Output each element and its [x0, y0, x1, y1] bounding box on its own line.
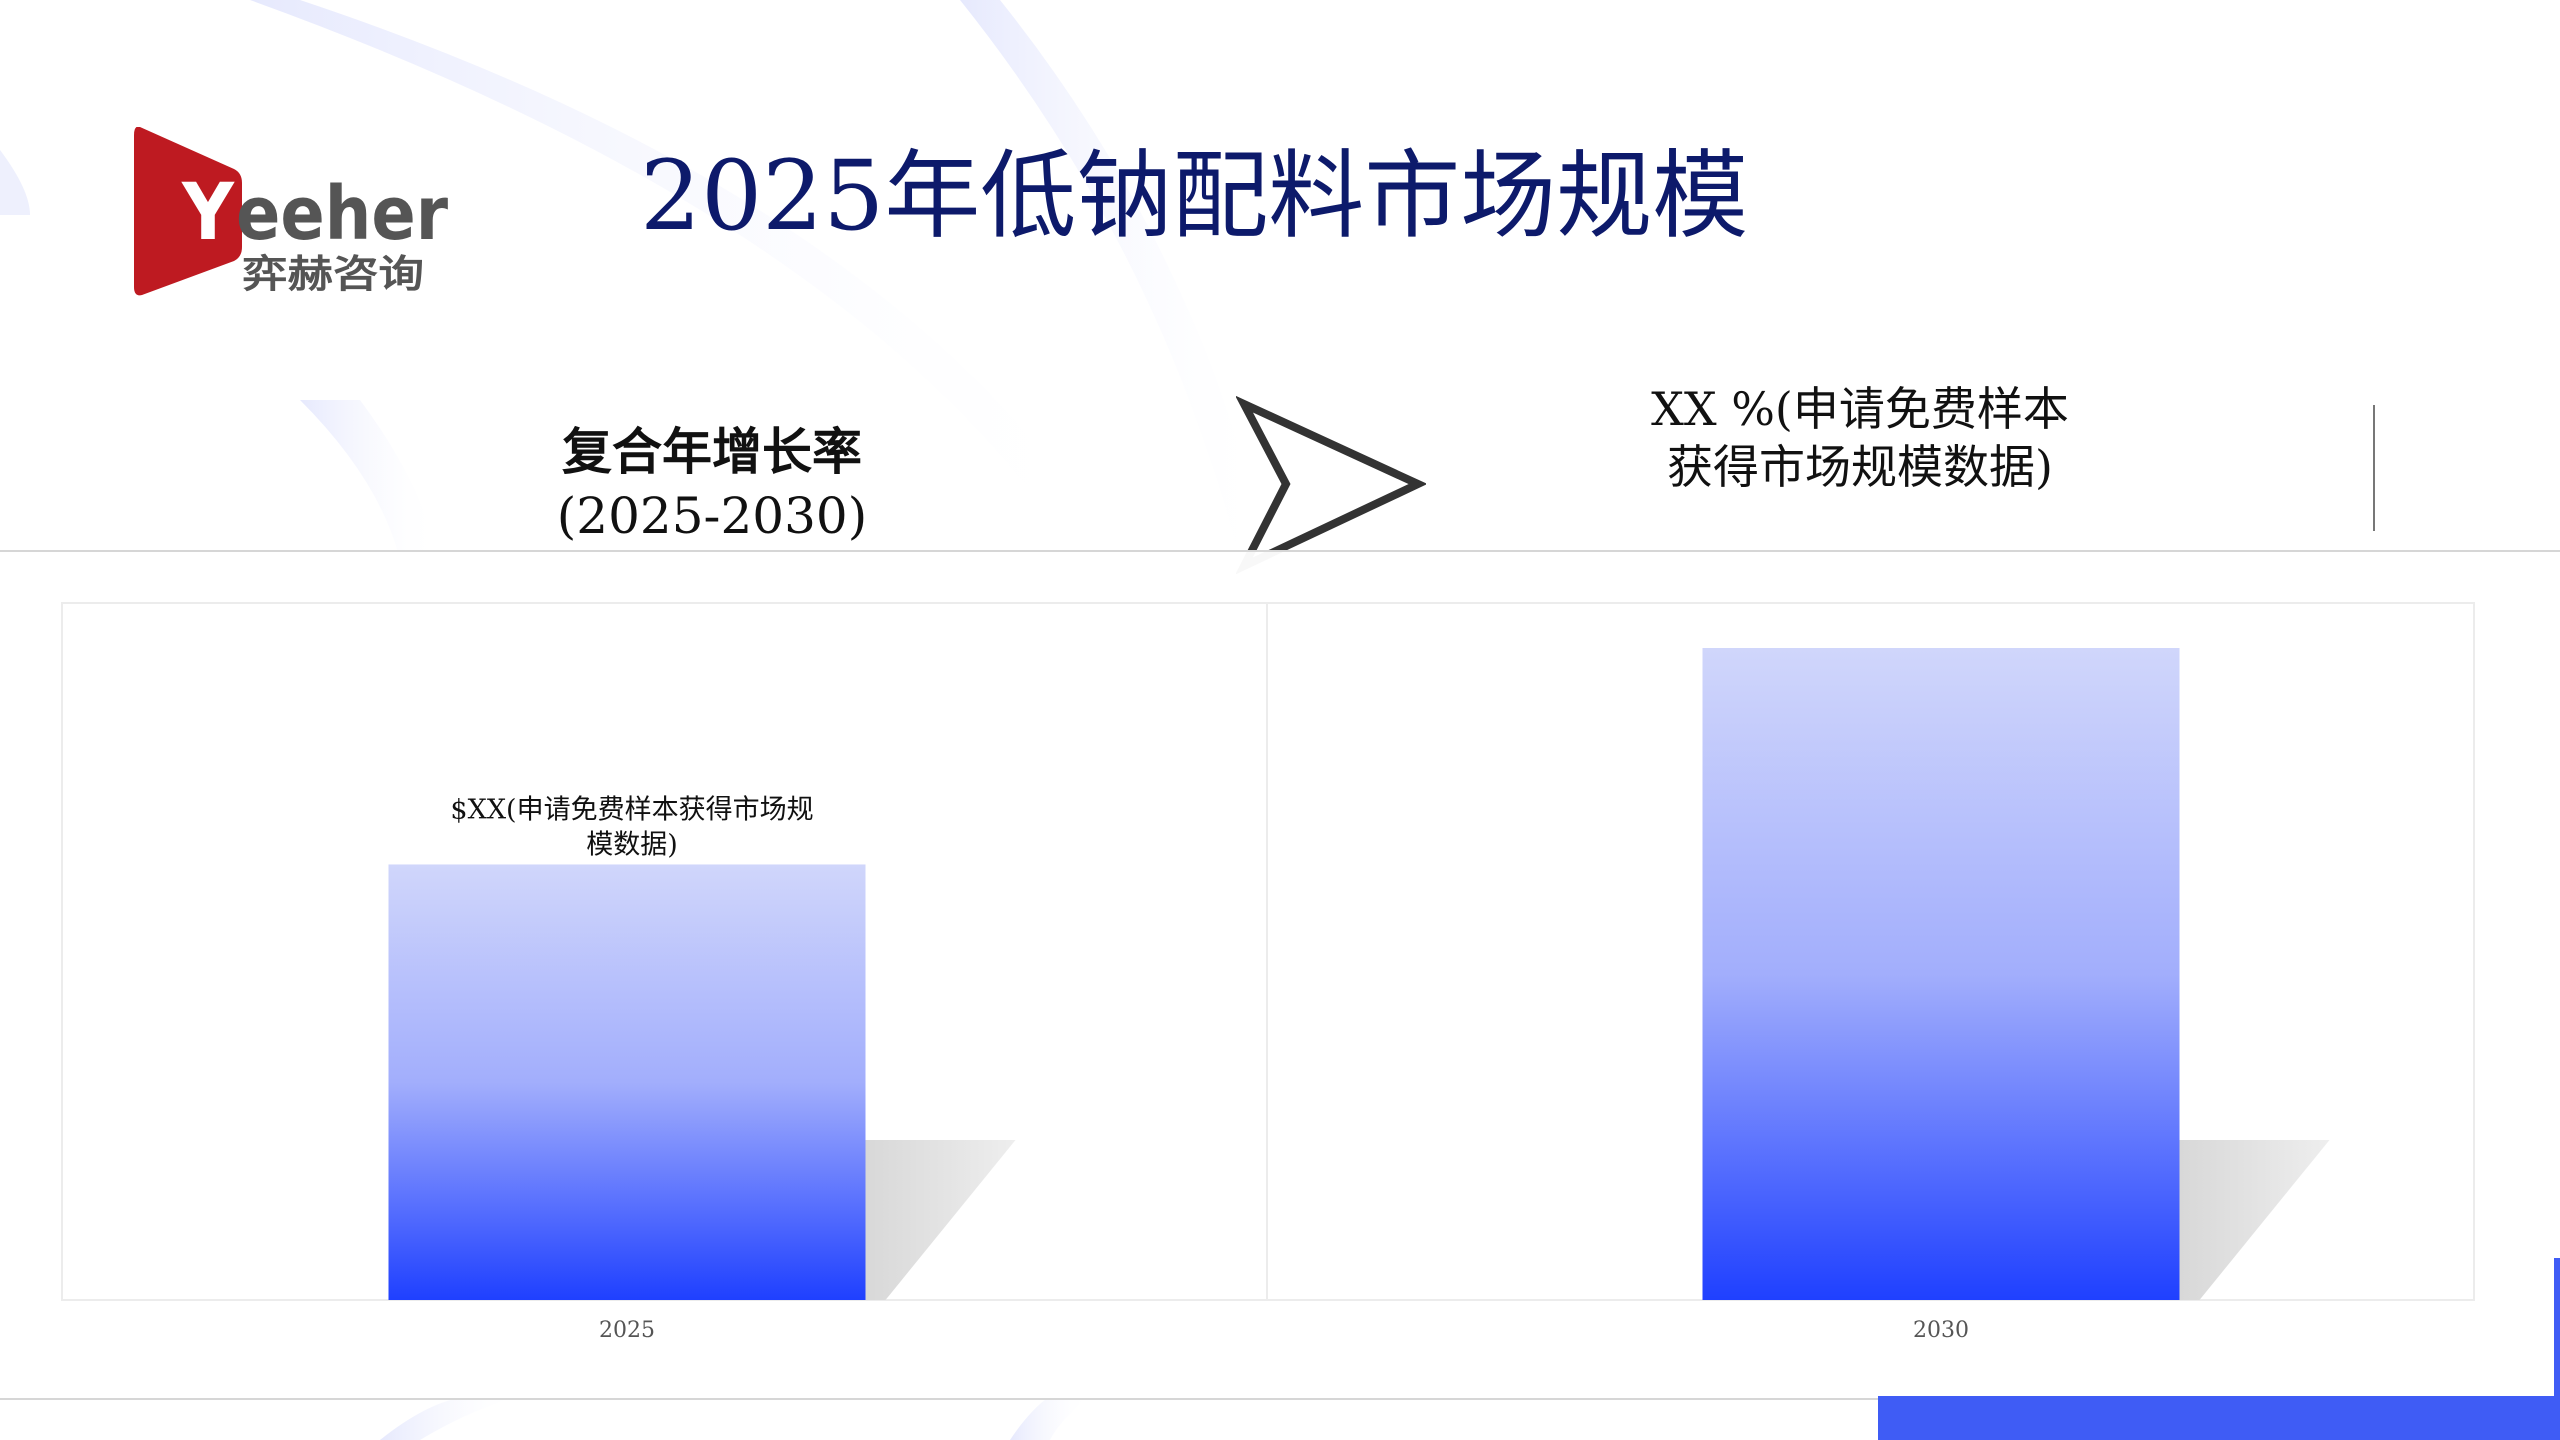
- data-label: 模数据): [586, 829, 678, 860]
- divider: [2373, 405, 2375, 531]
- data-label: $XX(申请免费样本获得市场规: [450, 794, 813, 825]
- svg-text:弈赫咨询: 弈赫咨询: [242, 252, 424, 296]
- logo: Y eeher 弈赫咨询: [134, 126, 454, 297]
- page-title: 2025年低钠配料市场规模: [640, 140, 1749, 252]
- bar-shadow: [2179, 1140, 2330, 1300]
- cagr-value: XX %(申请免费样本 获得市场规模数据): [1620, 380, 2100, 496]
- svg-text:Y: Y: [181, 168, 235, 258]
- x-tick-label: 2030: [1913, 1318, 1969, 1343]
- cagr-title: 复合年增长率: [562, 422, 862, 481]
- arrow-right-icon: [1236, 396, 1426, 575]
- edge-accent-bar: [2554, 1258, 2560, 1396]
- footer-accent-bar: [1878, 1396, 2560, 1440]
- chart-panel: 2025 $XX(申请免费样本获得市场规 模数据) 2030: [0, 550, 2560, 1400]
- cagr-value-line1: XX %(申请免费样本: [1651, 382, 2069, 436]
- x-tick-label: 2025: [599, 1318, 655, 1343]
- bar-shadow: [865, 1140, 1016, 1300]
- svg-text:eeher: eeher: [236, 171, 448, 257]
- cagr-label: 复合年增长率 (2025-2030): [512, 420, 912, 548]
- cagr-period: (2025-2030): [556, 487, 868, 545]
- cagr-value-line2: 获得市场规模数据): [1667, 440, 2053, 494]
- bar-2030: [1702, 648, 2180, 1300]
- bar-2025: [388, 864, 866, 1300]
